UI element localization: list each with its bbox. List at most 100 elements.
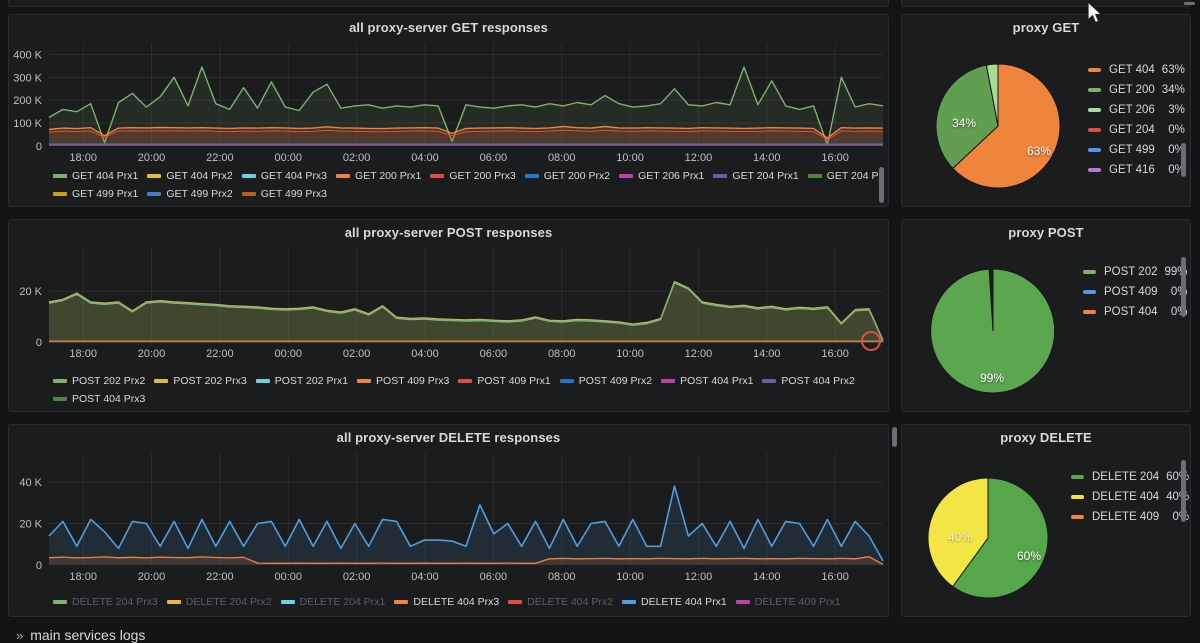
series-line-GET 200 Prx3 [48,129,884,141]
scrollbar-thumb[interactable] [879,167,884,203]
pie-slice-POST 202[interactable] [930,268,1056,394]
legend-item[interactable]: POST 404 Prx2 [762,375,855,387]
legend-item[interactable]: POST 404 Prx3 [53,393,145,405]
legend-item[interactable]: DELETE 204 60% [1071,467,1189,487]
svg-text:18:00: 18:00 [69,348,97,360]
post-pie-chart[interactable]: 99% POST 202 99% POST 409 0% POST 404 0% [902,220,1190,411]
legend-item[interactable]: GET 204 0% [1088,120,1185,140]
legend-item[interactable]: POST 202 Prx1 [255,375,349,387]
get-pie-plot[interactable] [902,15,1190,206]
series-color-swatch [336,174,351,178]
legend-item[interactable]: POST 409 0% [1083,282,1188,302]
svg-text:00:00: 00:00 [274,571,302,583]
legend-item[interactable]: DELETE 404 40% [1071,487,1189,507]
legend-item[interactable]: DELETE 409 Prx1 [735,596,841,608]
legend-item[interactable]: POST 409 Prx1 [458,375,551,387]
svg-text:200 K: 200 K [13,95,42,107]
pie-slice-GET 200[interactable] [935,64,999,170]
series-color-swatch [53,397,67,401]
legend-item[interactable]: GET 499 Prx2 [147,188,233,200]
legend-item[interactable]: GET 404 Prx3 [241,170,327,182]
legend-item[interactable]: GET 416 0% [1088,160,1185,180]
legend-item[interactable]: GET 204 Prx3 [807,170,880,182]
svg-text:12:00: 12:00 [685,348,713,360]
panel-title-delete-pie[interactable]: proxy DELETE [1000,430,1092,445]
legend-item[interactable]: GET 200 Prx2 [524,170,610,182]
legend-item[interactable]: GET 200 Prx3 [430,170,516,182]
delete-graph-plot[interactable]: 40 K 20 K 0 18:00 20:00 22:00 00:00 02:00 04:00 0… [9,425,888,616]
svg-text:20:00: 20:00 [138,152,166,164]
series-color-swatch [1071,495,1084,499]
legend-item[interactable]: GET 200 34% [1088,80,1185,100]
legend-item[interactable]: POST 404 0% [1083,302,1188,322]
series-label: POST 202 Prx1 [274,375,349,387]
delete-graph-chart[interactable]: 40 K 20 K 0 18:00 20:00 22:00 00:00 02:00 04:00 0… [9,425,888,616]
panel-title-get-pie[interactable]: proxy GET [1012,20,1080,35]
pie-slice-GET 206[interactable] [985,63,999,127]
legend-item[interactable]: POST 202 Prx3 [154,375,247,387]
pie-slice-percentage: 99% [979,371,1005,385]
post-graph-plot[interactable]: 20 K 0 18:00 20:00 22:00 00:00 02:00 04:00 06:00… [9,220,888,411]
series-color-swatch [458,379,473,383]
series-color-swatch [1088,68,1101,72]
legend-item[interactable]: POST 404 Prx1 [661,375,753,387]
post-graph-chart[interactable]: 20 K 0 18:00 20:00 22:00 00:00 02:00 04:00 06:00… [9,220,888,411]
legend-item[interactable]: GET 206 3% [1088,100,1185,120]
pie-slice-percentage: 40% [947,530,973,544]
legend-item[interactable]: POST 202 99% [1083,262,1188,282]
legend-item[interactable]: POST 202 Prx2 [53,375,145,387]
panel-title-post-pie[interactable]: proxy POST [1008,225,1084,240]
pie-slice-DELETE 204[interactable] [952,477,1049,599]
panel-title-delete-graph[interactable]: all proxy-server DELETE responses [336,430,561,445]
delete-pie-chart[interactable]: 60% 40% DELETE 204 60% DELETE 404 40% DELETE 4… [902,425,1190,616]
series-color-swatch [661,379,676,383]
legend-item[interactable]: DELETE 404 Prx1 [621,596,727,608]
scrollbar-thumb[interactable] [1181,460,1186,522]
legend-item[interactable]: GET 499 Prx3 [241,188,327,200]
get-pie-chart[interactable]: 63% 34% GET 404 63% GET 200 34% GET 206 3% GET 2… [902,15,1190,206]
legend-item[interactable]: GET 200 Prx1 [336,170,421,182]
legend-item[interactable]: GET 404 Prx1 [53,170,138,182]
legend-item[interactable]: GET 404 Prx2 [147,170,233,182]
legend-item[interactable]: GET 204 Prx1 [713,170,799,182]
pie-slice-GET 404[interactable] [952,63,1061,189]
panel-post-pie: proxy POST 99% POST 202 99% POST 409 0% POST … [901,219,1191,412]
series-label: GET 206 Prx1 [638,170,705,182]
get-graph-chart[interactable]: 400 K 300 K 200 K 100 K 0 18:00 20:00 22:00 00:0… [9,15,888,206]
chevron-right-icon: » [16,627,24,643]
series-color-swatch [1088,128,1101,132]
series-label: DELETE 204 [1092,471,1160,483]
pie-slice-DELETE 404[interactable] [927,477,989,588]
legend-item[interactable]: DELETE 404 Prx2 [508,596,613,608]
legend-item[interactable]: GET 206 Prx1 [619,170,704,182]
delete-pie-plot[interactable] [902,425,1190,616]
legend-item[interactable]: DELETE 204 Prx3 [53,596,158,608]
legend-item[interactable]: POST 409 Prx2 [559,375,652,387]
scrollbar-thumb[interactable] [1181,143,1186,177]
panel-title-get-graph[interactable]: all proxy-server GET responses [349,20,548,35]
legend-item[interactable]: DELETE 204 Prx2 [166,596,272,608]
row-main-services-logs[interactable]: » main services logs [16,627,145,643]
post-pie-plot[interactable] [902,220,1190,411]
legend-item[interactable]: GET 499 0% [1088,140,1185,160]
svg-text:06:00: 06:00 [480,348,508,360]
series-value: 63% [1161,64,1185,76]
point-marker [861,331,881,351]
legend-item[interactable]: POST 409 Prx3 [357,375,449,387]
panel-title-post-graph[interactable]: all proxy-server POST responses [344,225,553,240]
series-label: POST 202 Prx2 [72,375,146,387]
scrollbar-thumb[interactable] [1181,257,1186,317]
scrollbar-thumb[interactable] [892,427,897,447]
delete-graph-legend: DELETE 204 Prx3 DELETE 204 Prx2 DELETE 204… [53,593,880,611]
get-graph-plot[interactable]: 400 K 300 K 200 K 100 K 0 18:00 20:00 22:00 00:0… [9,15,888,206]
legend-item[interactable]: GET 404 63% [1088,60,1185,80]
svg-text:16:00: 16:00 [821,348,849,360]
svg-text:20:00: 20:00 [138,571,166,583]
legend-item[interactable]: DELETE 404 Prx3 [394,596,499,608]
scrollbar-fragment[interactable] [1184,2,1195,5]
series-color-swatch [508,600,523,604]
svg-text:16:00: 16:00 [821,152,849,164]
legend-item[interactable]: GET 499 Prx1 [53,188,138,200]
legend-item[interactable]: DELETE 204 Prx1 [280,596,385,608]
